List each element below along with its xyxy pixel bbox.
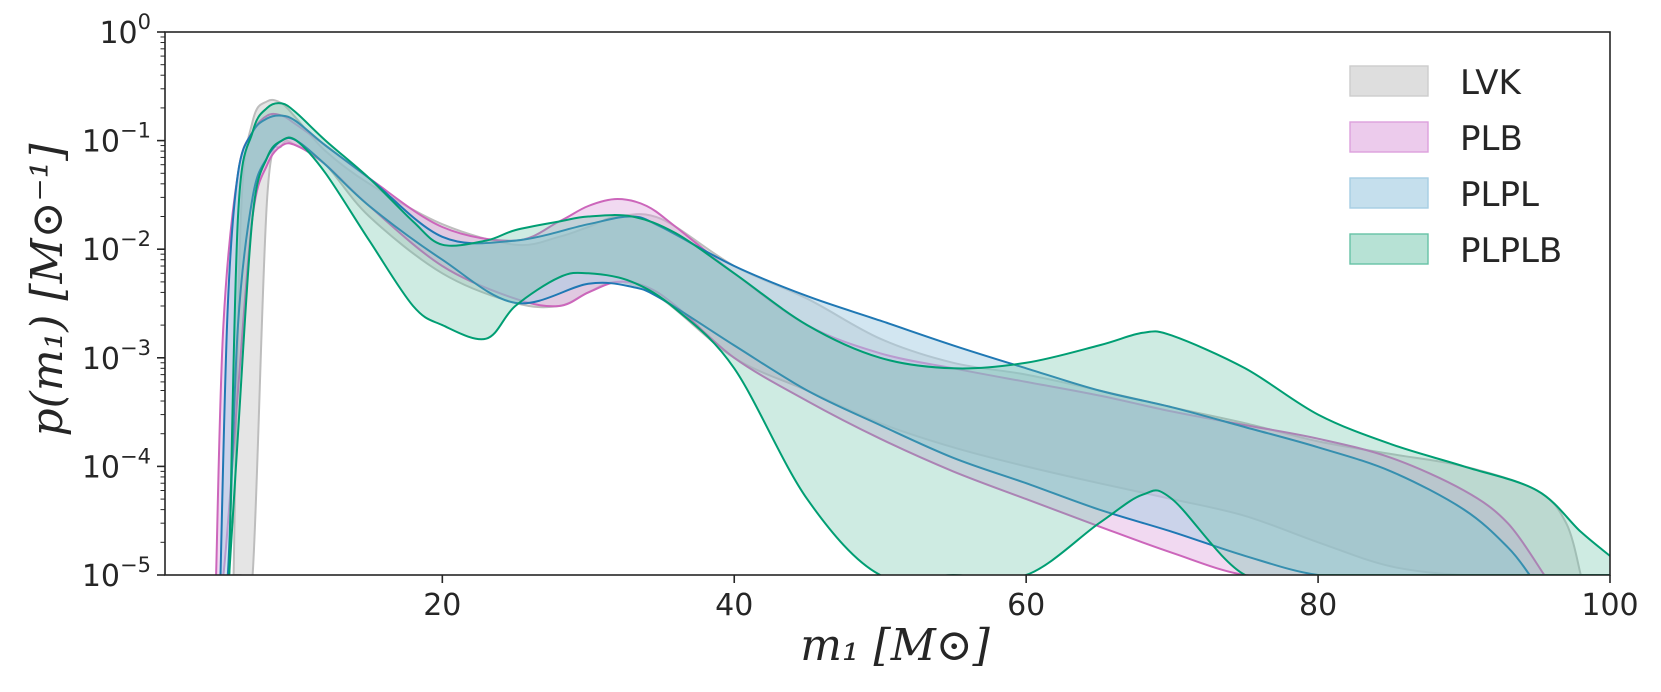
x-tick-label: 20	[423, 588, 461, 623]
x-axis-label: m₁ [M⊙]	[800, 620, 990, 671]
legend-swatch-plpl	[1349, 177, 1429, 209]
legend-label-plpl: PLPL	[1460, 175, 1539, 215]
y-tick-label: 10−5	[82, 553, 151, 594]
legend-swatch-plplb	[1349, 233, 1429, 265]
y-tick-label: 10−3	[82, 336, 151, 377]
x-tick-label: 40	[715, 588, 753, 623]
legend: LVK PLB PLPL PLPLB	[1349, 63, 1562, 271]
band-plplb-upper-line	[228, 102, 1610, 575]
legend-label-plb: PLB	[1460, 119, 1523, 159]
x-tick-label: 80	[1299, 588, 1337, 623]
band-plpl-lower-line	[219, 137, 1530, 575]
y-axis-label: p(m₁) [M⊙⁻¹]	[22, 143, 73, 437]
y-tick-label: 10−2	[82, 227, 151, 268]
legend-swatch-lvk	[1349, 65, 1429, 97]
band-plplb-lower-line	[228, 136, 1610, 575]
band-plplb	[229, 103, 1610, 575]
bands-layer	[215, 98, 1610, 575]
y-tick-label: 10−4	[82, 444, 151, 485]
x-axis: 20 40 60 80 100	[423, 575, 1639, 623]
x-tick-label: 60	[1007, 588, 1045, 623]
y-axis: 10−5 10−4 10−3 10−2 10−1 100	[82, 10, 165, 594]
band-plb-upper-line	[215, 112, 1546, 575]
plot-frame	[164, 31, 1611, 576]
legend-label-plplb: PLPLB	[1460, 231, 1562, 271]
y-tick-label: 10−1	[82, 119, 151, 160]
band-plpl	[220, 115, 1530, 575]
y-tick-label: 100	[99, 10, 151, 51]
x-tick-label: 100	[1581, 588, 1638, 623]
legend-label-lvk: LVK	[1460, 63, 1522, 103]
legend-swatch-plb	[1349, 121, 1429, 153]
